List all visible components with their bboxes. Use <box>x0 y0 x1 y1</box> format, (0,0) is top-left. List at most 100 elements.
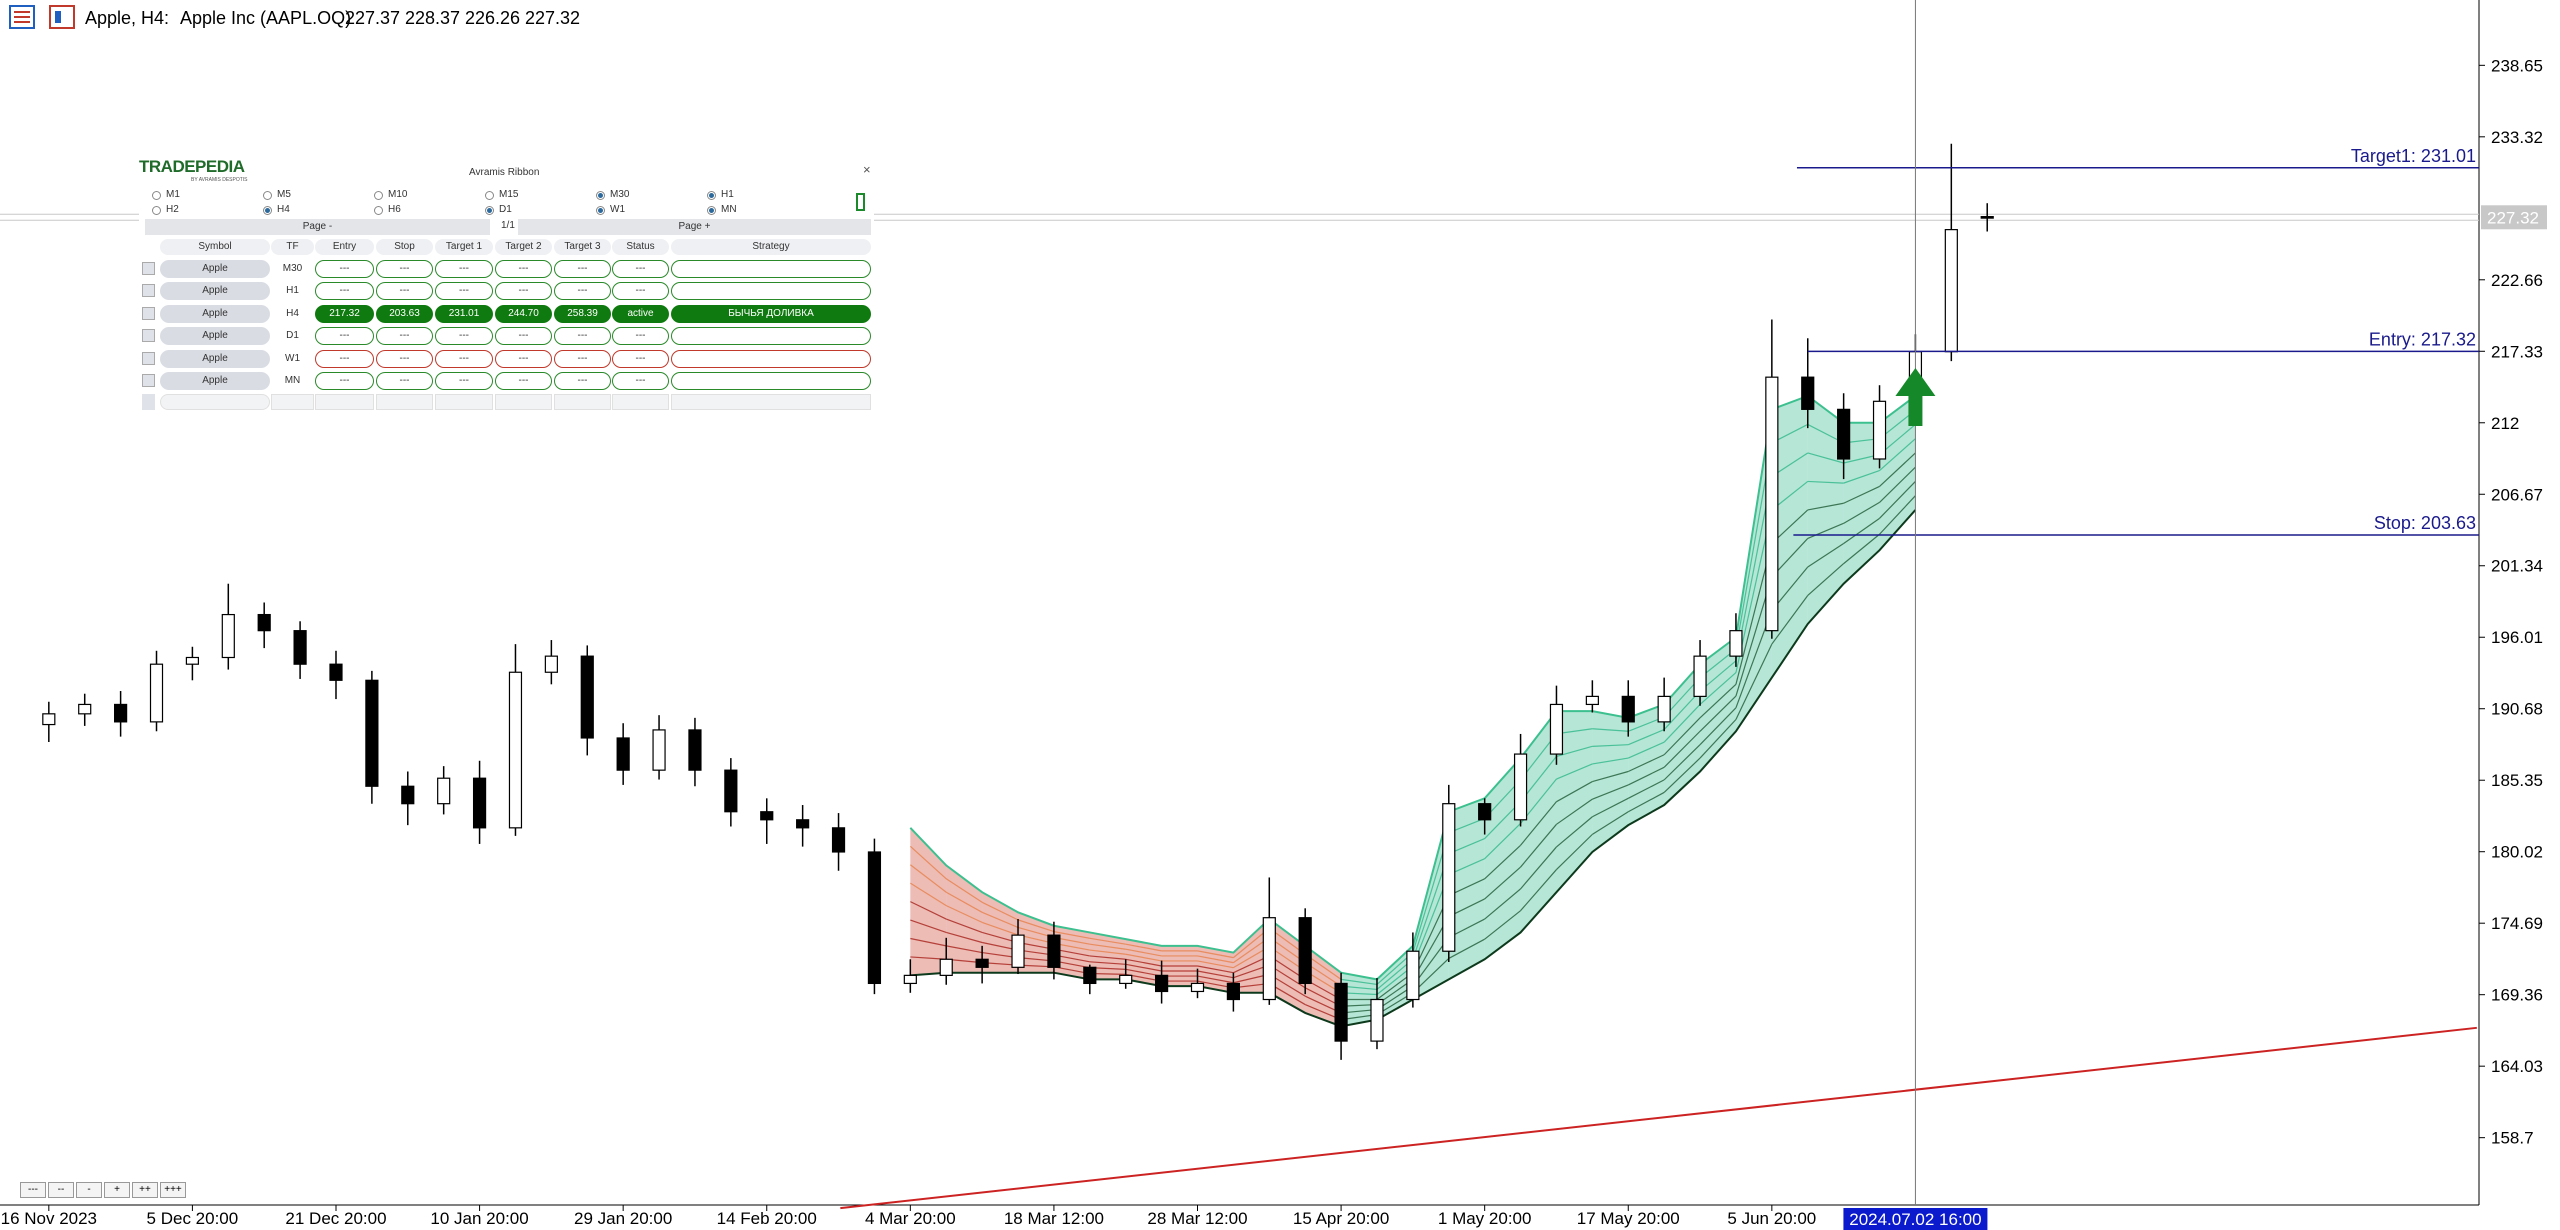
ribbon-strand <box>1556 781 1593 803</box>
candle-body <box>1442 803 1456 952</box>
x-tick-label: 1 May 20:00 <box>1438 1209 1532 1228</box>
symbol-cell: Apple <box>160 327 270 345</box>
ribbon-strand <box>1807 522 1844 540</box>
candle-body <box>1262 917 1276 1001</box>
timeframe-label: M10 <box>388 189 408 200</box>
ribbon-strand <box>1699 672 1737 705</box>
candle-body <box>1478 803 1492 821</box>
timeframe-label: H1 <box>721 189 734 200</box>
candle-body <box>149 663 164 723</box>
ribbon-strand <box>1556 745 1593 757</box>
timeframe-radio[interactable] <box>596 191 605 200</box>
timeframe-radio[interactable] <box>596 206 605 215</box>
x-tick-label: 4 Mar 20:00 <box>865 1209 956 1228</box>
timeframe-radio[interactable] <box>485 191 494 200</box>
zoom-button[interactable]: - <box>76 1182 102 1198</box>
ribbon-band <box>1305 945 1342 1027</box>
x-tick-label: 14 Feb 20:00 <box>717 1209 817 1228</box>
timeframe-cell: H4 <box>286 308 299 319</box>
ribbon-strand <box>1879 481 1916 519</box>
level-label: Stop: 203.63 <box>2374 513 2476 533</box>
timeframe-radio[interactable] <box>263 206 272 215</box>
column-header: TF <box>271 239 314 255</box>
candle-body <box>1657 695 1671 723</box>
row-icon[interactable] <box>142 352 155 365</box>
empty-cell <box>376 394 433 410</box>
value-cell: --- <box>376 282 433 300</box>
value-cell: --- <box>495 260 552 278</box>
zoom-button[interactable]: -- <box>48 1182 74 1198</box>
empty-cell <box>671 394 871 410</box>
ribbon-strand <box>1125 948 1162 957</box>
row-icon[interactable] <box>142 284 155 297</box>
ribbon-strand <box>1592 757 1629 765</box>
y-tick-label: 233.32 <box>2491 128 2543 147</box>
chart-icon[interactable] <box>49 5 75 29</box>
zoom-button[interactable]: +++ <box>160 1182 186 1198</box>
symbol-cell: Apple <box>160 350 270 368</box>
row-icon[interactable] <box>142 262 155 275</box>
ribbon-strand <box>1843 533 1880 565</box>
ribbon-strand <box>1663 717 1701 756</box>
value-cell: --- <box>612 282 669 300</box>
candle-body <box>401 785 415 805</box>
timeframe-cell: W1 <box>285 353 300 364</box>
value-cell: --- <box>554 350 611 368</box>
timeframe-label: H4 <box>277 204 290 215</box>
value-cell: --- <box>612 260 669 278</box>
timeframe-radio[interactable] <box>152 191 161 200</box>
timeframe-radio[interactable] <box>374 191 383 200</box>
timeframe-cell: MN <box>284 375 301 386</box>
header-close: 227.32 <box>525 8 580 28</box>
value-cell: 217.32 <box>315 305 374 323</box>
ribbon-band <box>1018 912 1054 973</box>
close-button[interactable]: × <box>863 162 871 177</box>
ribbon-strand <box>945 878 983 903</box>
level-label: Target1: 231.01 <box>2351 146 2476 166</box>
timeframe-radio[interactable] <box>707 191 716 200</box>
ribbon-strand <box>910 882 947 907</box>
value-cell: --- <box>435 260 493 278</box>
ribbon-strand <box>1843 469 1880 484</box>
symbol-cell: Apple <box>160 372 270 390</box>
ribbon-band <box>1448 798 1485 980</box>
symbol-cell: Apple <box>160 305 270 323</box>
row-icon[interactable] <box>142 329 155 342</box>
ribbon-strand <box>1484 888 1521 920</box>
timeframe-radio[interactable] <box>707 206 716 215</box>
symbol-cell: Apple <box>160 282 270 300</box>
ribbon-strand <box>1125 963 1162 972</box>
page-next[interactable]: Page + <box>518 219 871 235</box>
empty-cell <box>554 394 611 410</box>
zoom-button[interactable]: --- <box>20 1182 46 1198</box>
candle-body <box>616 737 630 771</box>
candle-body <box>867 851 882 985</box>
empty-cell <box>612 394 669 410</box>
column-header: Target 2 <box>495 239 552 255</box>
row-icon[interactable] <box>142 374 155 387</box>
value-cell: --- <box>495 327 552 345</box>
candle-body <box>293 630 307 665</box>
value-cell: --- <box>315 282 374 300</box>
row-icon[interactable] <box>142 307 155 320</box>
ribbon-strand <box>910 919 947 934</box>
y-tick-label: 206.67 <box>2491 485 2543 504</box>
timeframe-radio[interactable] <box>263 191 272 200</box>
ribbon-strand <box>1627 766 1665 786</box>
ribbon-strand <box>1663 757 1701 793</box>
value-cell <box>671 282 871 300</box>
zoom-button[interactable]: ++ <box>132 1182 158 1198</box>
candle-body <box>652 729 666 771</box>
empty-cell <box>271 394 314 410</box>
y-tick-label: 164.03 <box>2491 1057 2543 1076</box>
candle-body <box>1765 376 1779 632</box>
ribbon-strand <box>1484 910 1521 940</box>
price-label-bg <box>2481 205 2547 230</box>
timeframe-radio[interactable] <box>485 206 494 215</box>
value-cell: 231.01 <box>435 305 493 323</box>
timeframe-radio[interactable] <box>152 206 161 215</box>
ribbon-strand <box>1556 798 1593 825</box>
timeframe-radio[interactable] <box>374 206 383 215</box>
zoom-button[interactable]: + <box>104 1182 130 1198</box>
page-prev[interactable]: Page - <box>145 219 490 235</box>
